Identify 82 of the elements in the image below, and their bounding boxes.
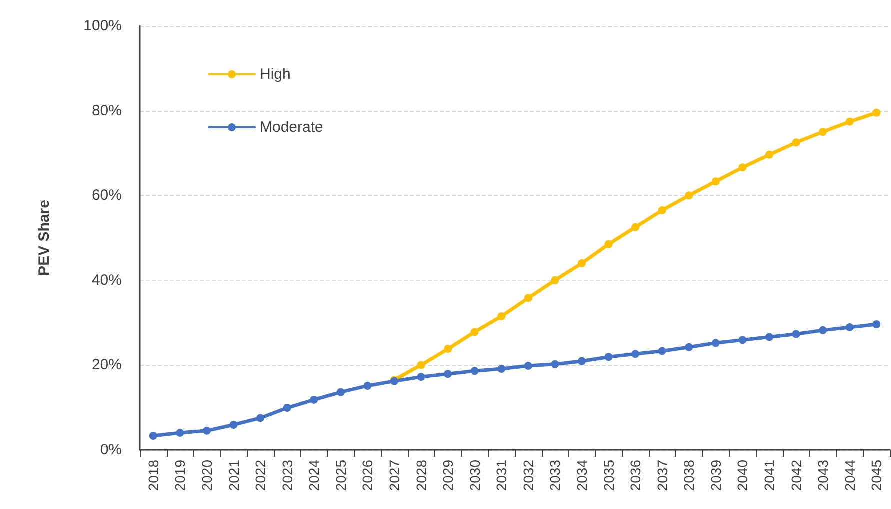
x-tick-label: 2027 — [386, 460, 402, 492]
point — [578, 259, 586, 268]
x-tick-label: 2030 — [466, 460, 483, 492]
point — [444, 370, 452, 378]
legend-label: Moderate — [260, 119, 324, 136]
point — [658, 347, 666, 356]
point — [846, 118, 854, 126]
point — [604, 353, 613, 362]
x-tick-label: 2022 — [252, 460, 269, 492]
point — [738, 336, 747, 344]
point — [176, 429, 184, 438]
y-tick-label: 60% — [92, 187, 122, 204]
point — [712, 339, 720, 348]
point — [283, 404, 292, 412]
point — [685, 343, 694, 352]
y-tick-label: 40% — [92, 272, 122, 289]
point — [551, 276, 560, 284]
point — [202, 426, 211, 435]
y-axis-title: PEV Share — [36, 200, 53, 276]
x-tick-label: 2038 — [681, 460, 698, 492]
point — [336, 388, 345, 396]
x-tick-label: 2021 — [226, 460, 242, 492]
point — [632, 350, 640, 358]
point — [765, 333, 774, 342]
x-tick-label: 2023 — [279, 460, 296, 492]
x-tick-label: 2028 — [413, 460, 430, 492]
x-tick-label: 2032 — [520, 460, 536, 492]
y-tick-label: 80% — [92, 102, 122, 120]
x-tick-label: 2029 — [440, 460, 456, 492]
point — [470, 328, 479, 336]
y-tick-label: 20% — [92, 356, 122, 374]
point — [364, 382, 372, 390]
point — [230, 420, 238, 429]
point — [310, 396, 318, 404]
x-tick-label: 2024 — [306, 460, 322, 492]
x-tick-label: 2042 — [788, 460, 804, 492]
y-tick-label: 100% — [84, 18, 122, 34]
point — [819, 128, 828, 136]
x-tick-label: 2031 — [494, 460, 510, 492]
point — [498, 312, 506, 320]
point — [872, 320, 881, 328]
point — [470, 367, 479, 376]
point — [524, 362, 532, 370]
point — [658, 206, 666, 214]
x-tick-label: 2033 — [547, 460, 564, 492]
x-tick-label: 2044 — [842, 460, 858, 492]
x-tick-label: 2019 — [172, 460, 188, 492]
point — [632, 223, 640, 232]
x-tick-label: 2043 — [815, 460, 832, 492]
x-tick-label: 2034 — [574, 460, 590, 492]
point — [498, 365, 506, 374]
x-tick-label: 2039 — [708, 460, 724, 492]
point — [578, 357, 586, 366]
x-tick-label: 2040 — [734, 460, 751, 492]
point — [792, 138, 800, 147]
x-tick-label: 2037 — [654, 460, 670, 492]
x-tick-label: 2035 — [600, 460, 617, 492]
point — [256, 414, 265, 422]
x-tick-label: 2036 — [628, 460, 644, 492]
point — [846, 323, 854, 332]
point — [444, 345, 452, 354]
point — [712, 178, 720, 186]
point — [685, 192, 694, 200]
point — [524, 294, 532, 302]
y-tick-label: 0% — [100, 442, 122, 458]
point — [149, 432, 158, 440]
x-tick-label: 2018 — [145, 460, 162, 492]
point — [417, 373, 426, 382]
x-tick-label: 2025 — [332, 460, 349, 492]
point — [872, 108, 881, 117]
point — [738, 164, 747, 172]
point — [551, 360, 560, 368]
x-tick-label: 2045 — [868, 460, 885, 492]
point — [417, 361, 426, 370]
point — [819, 326, 828, 334]
legend-label: High — [260, 66, 291, 83]
point — [604, 240, 613, 248]
x-tick-label: 2041 — [761, 460, 778, 492]
point — [792, 330, 800, 338]
point — [765, 150, 774, 159]
x-tick-label: 2026 — [360, 460, 376, 492]
x-tick-label: 2020 — [198, 460, 215, 492]
